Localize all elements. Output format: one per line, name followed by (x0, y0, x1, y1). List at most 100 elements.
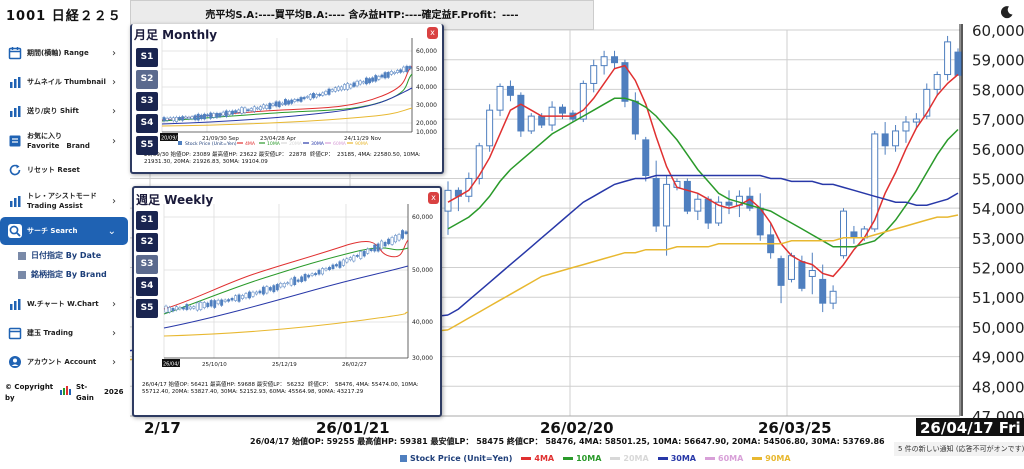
series-button-s3[interactable]: S3 (136, 255, 158, 274)
sidebar-item-trading-assist[interactable]: トレ・アシストモード Trading Assist › (0, 186, 128, 216)
series-button-s5[interactable]: S5 (136, 136, 158, 155)
y-tick-label: 60,000 (416, 48, 437, 55)
candle (777, 258, 785, 286)
legend-item[interactable]: Stock Price (Unit=Yen) (400, 454, 512, 463)
legend-item[interactable]: 90MA (752, 454, 791, 463)
candle (254, 291, 258, 295)
candle (168, 117, 172, 120)
legend-item[interactable]: 4MA (521, 454, 554, 463)
candle (241, 295, 244, 299)
sidebar-item-search[interactable]: サーチ Search ⌄ (0, 217, 128, 245)
candle (538, 115, 546, 126)
search-by-date[interactable]: 日付指定 By Date (18, 250, 101, 261)
monthly-window[interactable]: 月足 Monthly x 60,000 50,000 40,000 30,000 20,… (130, 24, 444, 174)
close-icon[interactable]: x (428, 192, 439, 204)
candle (527, 115, 535, 132)
candle (359, 251, 363, 259)
page-title: 1001 日経２２５ (6, 9, 122, 24)
x-tick-label: 23/04/28 Apr (260, 136, 297, 142)
candle (220, 299, 224, 306)
series-button-s1[interactable]: S1 (136, 48, 158, 67)
grid-icon (18, 251, 26, 260)
close-icon[interactable]: x (427, 27, 438, 39)
search-by-brand[interactable]: 銘柄指定 By Brand (18, 269, 107, 280)
y-tick-label: 53,000 (972, 230, 1024, 248)
chart-icon (10, 196, 21, 207)
candle (181, 307, 185, 310)
legend-swatch (752, 457, 763, 460)
candle (506, 85, 514, 96)
series-button-s1[interactable]: S1 (136, 211, 158, 230)
ma-line-90ma (163, 311, 409, 337)
sidebar-item-reset[interactable]: リセット Reset (0, 157, 128, 183)
series-button-s5[interactable]: S5 (136, 299, 158, 318)
candle (227, 299, 231, 302)
candle (287, 100, 291, 105)
sidebar-item-favorite[interactable]: お気に入り Favorite Brand › (0, 126, 128, 156)
monthly-chart[interactable]: 60,000 50,000 40,000 30,000 20,000 10,000 21/0… (132, 38, 444, 148)
sidebar-item-trading[interactable]: 建玉 Trading › (0, 320, 128, 346)
candle (346, 83, 350, 90)
candle (371, 77, 375, 82)
chart-icon (10, 77, 21, 88)
cursor-date-label: 26/04/17 (163, 362, 185, 368)
candle (850, 231, 858, 239)
ma-line-4ma (447, 64, 959, 278)
legend-item[interactable]: 10MA (563, 454, 601, 463)
candle (401, 230, 404, 239)
weekly-chart[interactable]: 60,000 50,000 40,000 30,000 25/10/10 25/12/19… (134, 204, 440, 382)
series-button-s4[interactable]: S4 (136, 114, 158, 133)
search-icon (8, 224, 22, 238)
series-button-s4[interactable]: S4 (136, 277, 158, 296)
y-tick-label: 55,000 (972, 170, 1024, 188)
sidebar-item-wchart[interactable]: W.チャート W.Chart › (0, 291, 128, 317)
sidebar-item-shift[interactable]: 送り/戻り Shift › (0, 98, 128, 124)
candle (343, 84, 347, 90)
candle (221, 111, 225, 116)
sidebar-item-thumbnail[interactable]: サムネイル Thumbnail › (0, 69, 128, 95)
chart-icon (10, 299, 21, 310)
chevron-right-icon: › (112, 195, 116, 207)
candle (293, 276, 297, 286)
sidebar-item-range[interactable]: 期間(横軸) Range › (0, 40, 128, 66)
candle (196, 113, 200, 121)
candle (387, 238, 391, 245)
candle (334, 264, 338, 267)
series-button-s2[interactable]: S2 (136, 233, 158, 252)
weekly-window[interactable]: 週足 Weekly x 60,000 50,000 40,000 30,000 25/1… (132, 186, 442, 417)
legend-item[interactable]: 60MA (705, 454, 743, 463)
candle (377, 76, 381, 80)
candle (271, 103, 275, 106)
y-tick-label: 10,000 (416, 129, 437, 136)
y-tick-label: 59,000 (972, 52, 1024, 70)
y-tick-label: 50,000 (412, 267, 433, 274)
ma-line-90ma (161, 107, 413, 127)
candle (279, 283, 283, 288)
moon-icon[interactable] (1000, 5, 1014, 19)
candle (265, 286, 269, 294)
monthly-info: 20/09/30 始値OP: 23089 最高値HP: 23622 最安値LP：… (144, 152, 421, 165)
main-legend: Stock Price (Unit=Yen) 4MA 10MA 20MA 30MA 60M… (400, 454, 791, 463)
candle (162, 117, 166, 122)
candle (390, 237, 394, 245)
ma-line-90ma (447, 214, 959, 331)
candle (380, 74, 384, 78)
x-tick-label: 26/04/17 Fri (920, 419, 1021, 437)
main-chart[interactable]: 60,000 59,000 58,000 57,000 56,000 55,000 54,0… (130, 24, 1024, 444)
candle (206, 302, 210, 308)
candle (185, 304, 189, 310)
notification-toast[interactable]: 5 件の新しい通知 (応答不可がオンです) (894, 442, 1024, 456)
series-button-s3[interactable]: S3 (136, 92, 158, 111)
legend-item[interactable]: 20MA (610, 454, 649, 463)
legend-item[interactable]: 30MA (657, 454, 696, 463)
x-tick-label: 26/03/25 (758, 419, 832, 437)
chevron-right-icon: › (112, 105, 116, 117)
series-button-s2[interactable]: S2 (136, 70, 158, 89)
candle (175, 117, 178, 122)
ma-line-30ma (447, 174, 959, 316)
candle (318, 93, 322, 96)
candle (268, 287, 272, 291)
sidebar-item-account[interactable]: アカウント Account › (0, 349, 128, 375)
candle (244, 293, 248, 299)
legend-label: 20MA (289, 141, 303, 147)
